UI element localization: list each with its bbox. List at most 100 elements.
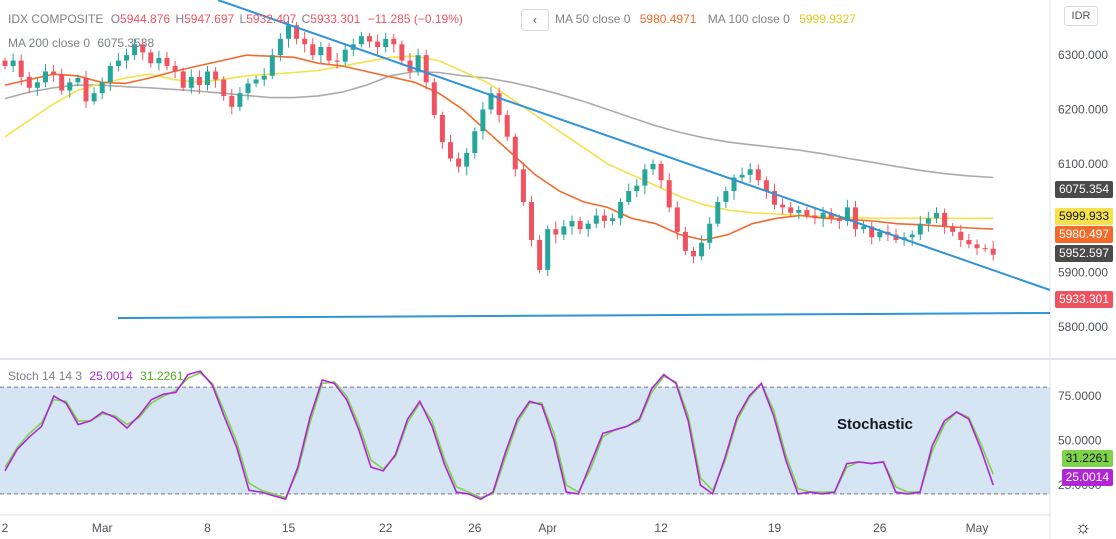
candle-body: [917, 223, 923, 235]
candle-body: [229, 95, 235, 107]
candle-body: [755, 169, 761, 181]
stoch-tag: 31.2261: [1061, 450, 1113, 467]
candle-body: [269, 55, 275, 76]
stoch-d-value: 31.2261: [140, 369, 184, 383]
time-tick-label: 12: [654, 521, 668, 535]
candle-body: [934, 212, 939, 219]
candle-body: [650, 163, 656, 170]
close-value: 5933.301: [310, 12, 361, 26]
time-tick-label: May: [966, 521, 989, 535]
candle-body: [302, 38, 308, 45]
candle-body: [75, 77, 81, 83]
candle-body: [472, 131, 478, 154]
candle-body: [958, 231, 964, 241]
price-tag: 5999.933: [1054, 208, 1113, 225]
candle-body: [383, 38, 389, 47]
candle-body: [990, 248, 996, 255]
time-tick-label: 19: [768, 521, 782, 535]
candle-body: [780, 204, 786, 208]
candle-body: [59, 74, 65, 91]
candle-body: [375, 41, 381, 47]
candle-body: [642, 169, 648, 186]
candle-body: [34, 82, 40, 88]
candle-body: [83, 77, 89, 102]
candle-body: [10, 60, 16, 67]
candle-body: [367, 36, 372, 42]
symbol-name: IDX COMPOSITE: [8, 12, 104, 26]
candle-body: [26, 76, 32, 88]
candle-body: [124, 55, 129, 61]
ma200-label: MA 200 close 0: [8, 36, 91, 50]
candle-body: [618, 201, 624, 219]
close-label: C: [301, 12, 311, 26]
candle-body: [164, 57, 170, 67]
candle-body: [715, 201, 721, 224]
candle-body: [51, 71, 57, 75]
candle-body: [853, 207, 858, 230]
time-tick-label: 26: [873, 521, 887, 535]
chevron-left-icon: ‹: [533, 13, 537, 27]
candle-body: [674, 207, 680, 232]
candle-body: [334, 60, 340, 62]
candle-body: [569, 220, 575, 227]
candle-body: [188, 76, 194, 88]
candle-body: [804, 210, 810, 216]
candle-body: [682, 231, 688, 251]
candle-body: [488, 93, 494, 110]
candle-body: [277, 38, 283, 56]
time-tick-label: 15: [282, 521, 296, 535]
candle-body: [739, 174, 745, 178]
candle-body: [974, 244, 980, 249]
candle-body: [172, 66, 178, 72]
price-tag: 5980.497: [1054, 226, 1113, 243]
ma50-value: 5980.4971: [639, 12, 697, 26]
low-label: L: [239, 12, 247, 26]
candle-body: [480, 109, 486, 132]
open-label: O: [110, 12, 121, 26]
candle-body: [601, 215, 607, 221]
price-tick-label: 5900.000: [1058, 266, 1108, 280]
candle-body: [820, 212, 826, 219]
time-tick-label: Mar: [92, 521, 113, 535]
time-tick-label: Apr: [538, 521, 557, 535]
candle-body: [431, 82, 437, 115]
candle-body: [245, 83, 251, 94]
candle-body: [950, 226, 956, 232]
candle-body: [115, 60, 121, 67]
candle-body: [294, 25, 300, 39]
candle-body: [439, 114, 445, 143]
stochastic-annotation: Stochastic: [837, 416, 913, 433]
candle-body: [358, 36, 364, 45]
candle-body: [391, 38, 397, 45]
price-tick-label: 5800.000: [1058, 320, 1108, 334]
ma50-line: [4, 54, 994, 241]
ma100-value: 5999.9327: [799, 12, 856, 26]
high-label: H: [175, 12, 185, 26]
candle-body: [140, 44, 146, 53]
candle-body: [67, 82, 73, 91]
candle-body: [342, 49, 348, 62]
low-value: 5932.407: [246, 12, 297, 26]
candle-body: [399, 44, 405, 61]
candle-body: [512, 136, 518, 170]
candle-body: [326, 46, 332, 61]
candle-body: [861, 226, 867, 230]
candle-body: [869, 226, 875, 238]
candle-body: [707, 223, 713, 243]
price-tick-label: 6100.000: [1058, 157, 1108, 171]
currency-button[interactable]: IDR: [1064, 6, 1098, 26]
candle-body: [626, 191, 632, 202]
candle-body: [504, 114, 510, 137]
candle-body: [796, 210, 802, 213]
candle-body: [148, 52, 154, 64]
stoch-tick-label: 50.0000: [1058, 434, 1102, 448]
candle-body: [747, 169, 753, 175]
collapse-legend-button[interactable]: ‹: [521, 9, 549, 31]
gear-icon[interactable]: ☼: [1074, 517, 1092, 537]
candle-body: [99, 82, 105, 94]
candle-body: [310, 44, 316, 56]
candle-body: [844, 207, 850, 221]
support-trendline: [117, 312, 1051, 319]
candle-body: [496, 93, 502, 115]
